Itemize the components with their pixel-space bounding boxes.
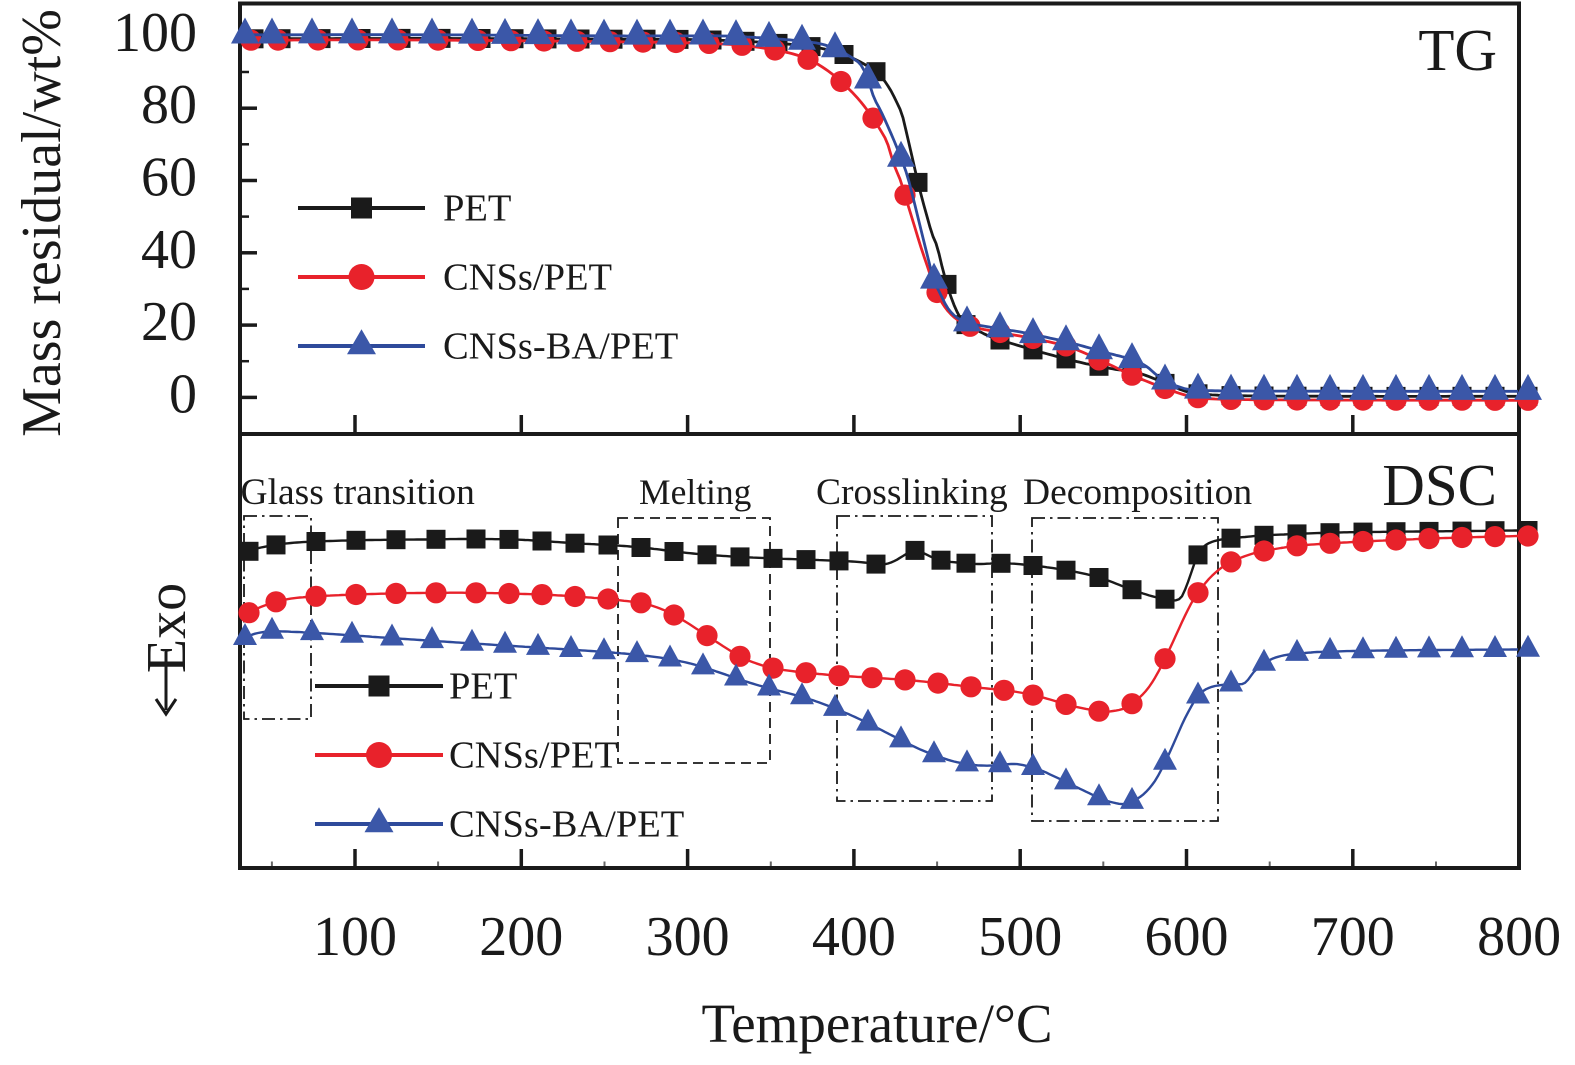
svg-text:100: 100 xyxy=(113,2,197,64)
svg-text:PET: PET xyxy=(449,666,517,708)
svg-text:40: 40 xyxy=(141,219,197,281)
svg-text:200: 200 xyxy=(479,906,563,968)
svg-text:Melting: Melting xyxy=(639,472,752,512)
svg-text:400: 400 xyxy=(812,906,896,968)
svg-text:PET: PET xyxy=(443,188,511,230)
svg-text:Temperature/°C: Temperature/°C xyxy=(701,993,1052,1054)
svg-text:500: 500 xyxy=(978,906,1062,968)
svg-text:700: 700 xyxy=(1311,906,1395,968)
svg-text:Decomposition: Decomposition xyxy=(1023,472,1252,513)
svg-text:Glass transition: Glass transition xyxy=(241,472,476,513)
svg-text:80: 80 xyxy=(141,74,197,136)
svg-text:800: 800 xyxy=(1477,906,1561,968)
svg-text:100: 100 xyxy=(313,906,397,968)
svg-text:CNSs/PET: CNSs/PET xyxy=(449,735,618,777)
svg-text:TG: TG xyxy=(1418,17,1497,83)
svg-text:DSC: DSC xyxy=(1382,452,1497,518)
svg-text:20: 20 xyxy=(141,291,197,353)
svg-text:300: 300 xyxy=(646,906,730,968)
svg-text:0: 0 xyxy=(169,363,197,425)
svg-text:CNSs-BA/PET: CNSs-BA/PET xyxy=(449,804,684,846)
svg-text:CNSs-BA/PET: CNSs-BA/PET xyxy=(443,326,678,368)
svg-text:Crosslinking: Crosslinking xyxy=(816,472,1008,513)
svg-text:60: 60 xyxy=(141,147,197,209)
svg-text:CNSs/PET: CNSs/PET xyxy=(443,257,612,299)
svg-text:Mass residual/wt%: Mass residual/wt% xyxy=(11,9,73,437)
svg-text:600: 600 xyxy=(1145,906,1229,968)
